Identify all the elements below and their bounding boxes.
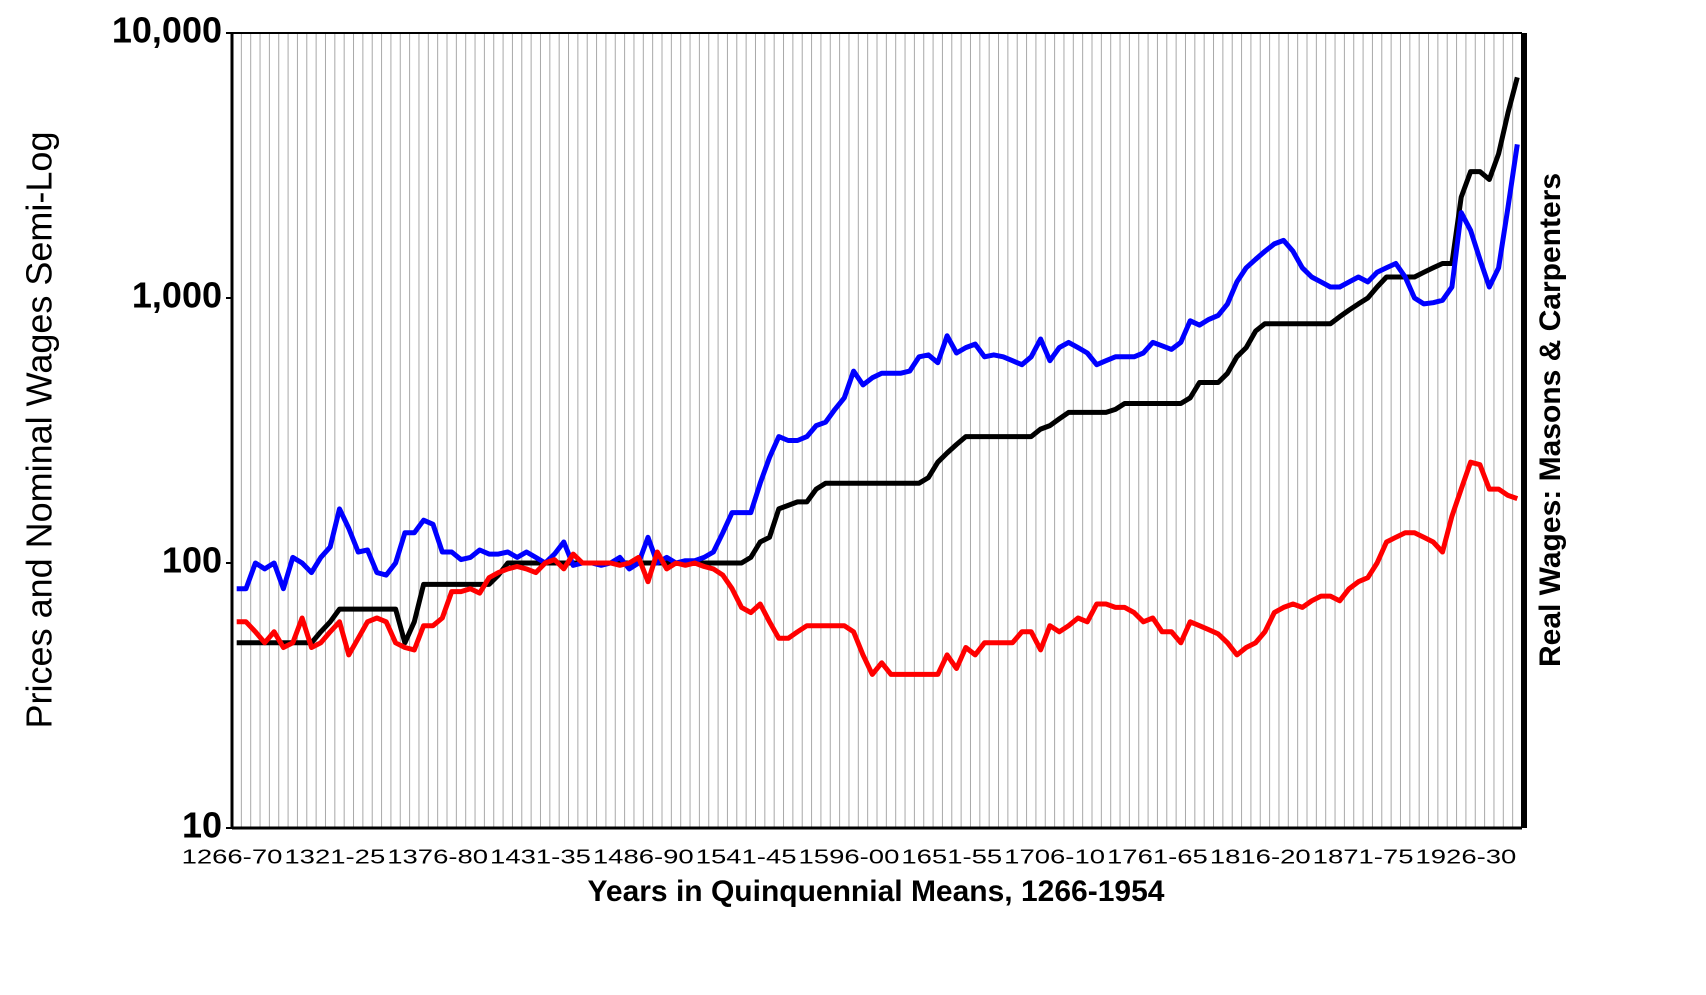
series-line [236, 76, 1520, 646]
y-axis-label: Prices and Nominal Wages Semi-Log [19, 132, 60, 729]
x-tick-label: 1431-35 [490, 846, 591, 868]
x-tick-label: 1651-55 [901, 846, 1002, 868]
x-tick-label: 1486-90 [593, 846, 694, 868]
y2-axis-label: Real Wages: Masons & Carpenters [1534, 173, 1567, 667]
y-tick-label: 1,000 [132, 275, 222, 316]
x-tick-label: 1706-10 [1004, 846, 1105, 868]
x-tick-label: 1761-65 [1107, 846, 1208, 868]
x-tick-label: 1596-00 [799, 846, 900, 868]
series-line [236, 459, 1519, 677]
series-line [236, 144, 1520, 592]
x-axis-label: Years in Quinquennial Means, 1266-1954 [588, 875, 1165, 908]
y-tick-label: 10,000 [112, 10, 222, 51]
y-tick-label: 10 [182, 805, 222, 846]
x-tick-label: 1871-75 [1313, 846, 1414, 868]
x-tick-label: 1376-80 [387, 846, 488, 868]
x-tick-label: 1321-25 [284, 846, 385, 868]
y-tick-label: 100 [162, 540, 222, 581]
x-tick-label: 1266-70 [182, 846, 283, 868]
x-tick-label: 1816-20 [1210, 846, 1311, 868]
x-tick-label: 1541-45 [696, 846, 797, 868]
x-tick-label: 1926-30 [1416, 846, 1517, 868]
